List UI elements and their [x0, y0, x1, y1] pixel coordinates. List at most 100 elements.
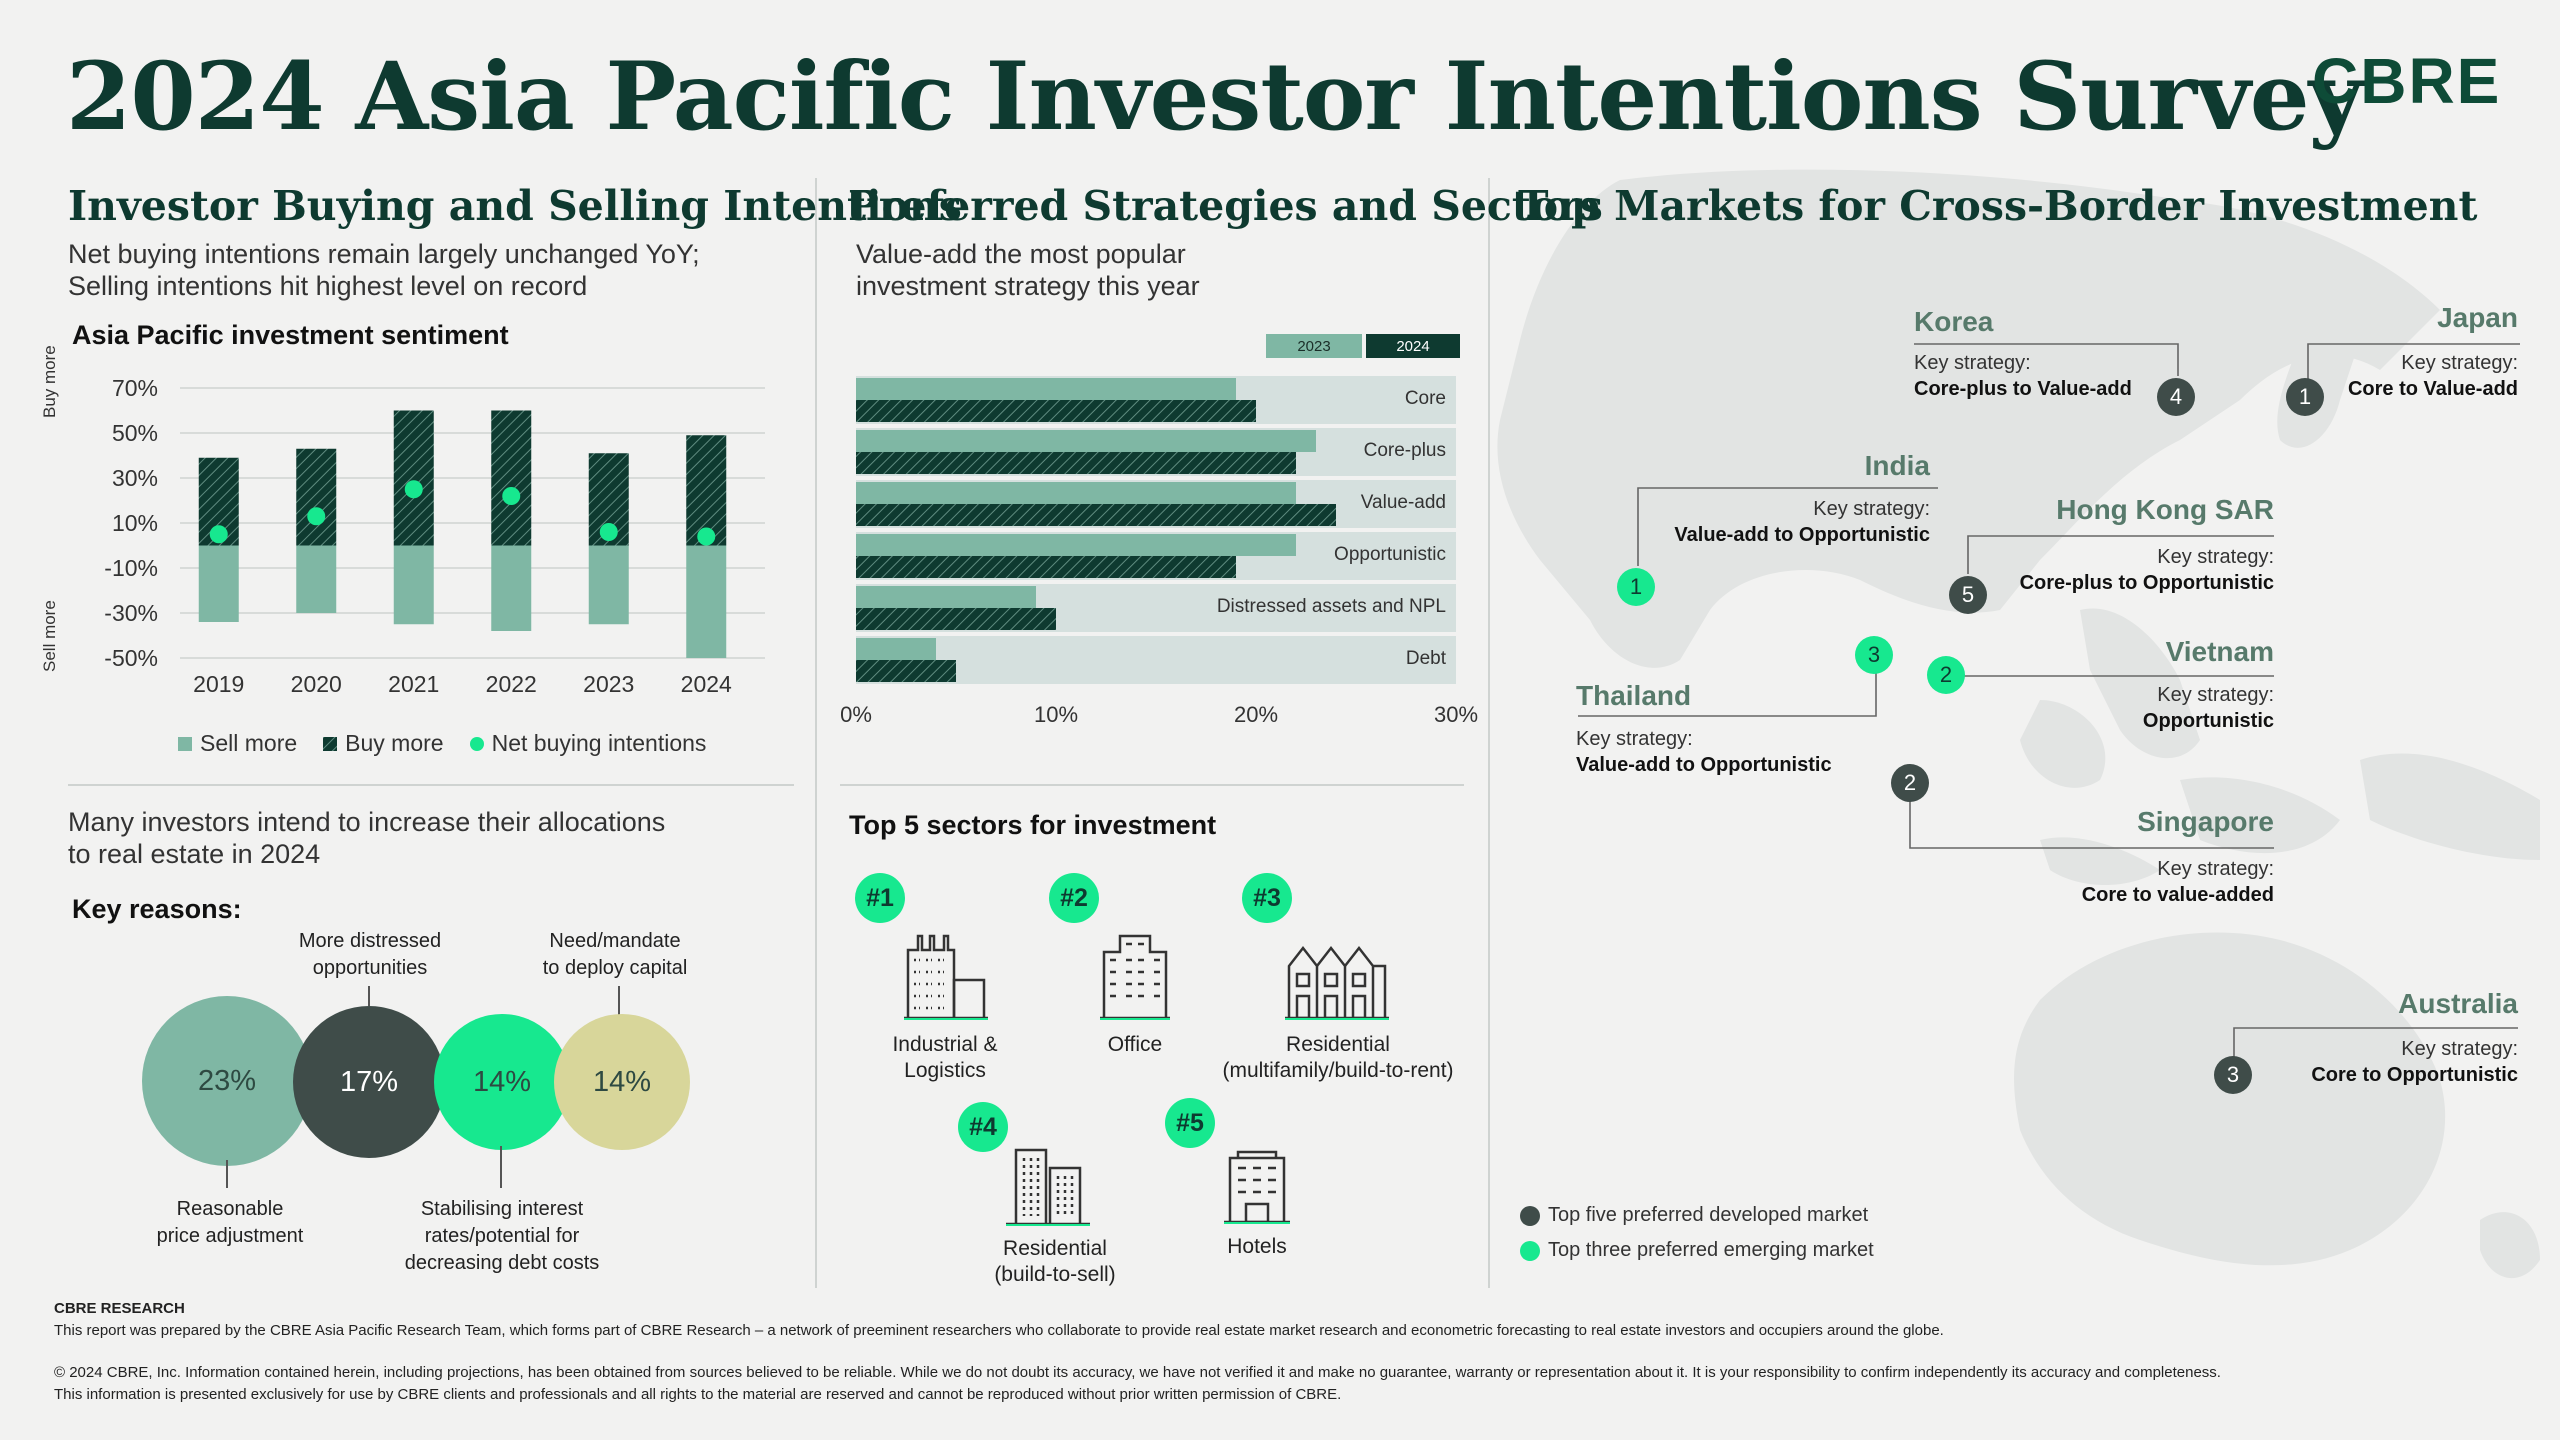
legend-label: Sell more	[200, 730, 298, 756]
key-strategy-value: Core to Opportunistic	[2311, 1064, 2518, 1086]
legend-label: 2024	[1396, 337, 1430, 355]
reason-bubble-rates: 14%	[434, 1014, 570, 1150]
legend-emerging: Top three preferred emerging market	[1520, 1239, 1874, 1262]
column-divider	[815, 178, 817, 1288]
section-subtitle: Value-add the most popular investment st…	[856, 238, 1200, 302]
axis-label-buy-more: Buy more	[40, 345, 59, 418]
point-net-buying	[404, 480, 423, 499]
category-label: Core-plus	[1364, 440, 1446, 461]
bar-2023	[856, 430, 1316, 452]
market-pin-thailand: 3	[1855, 636, 1893, 674]
residential-tower-icon	[1006, 1148, 1090, 1226]
intro-line: to real estate in 2024	[68, 839, 321, 869]
reason-label-price: Reasonable price adjustment	[130, 1196, 330, 1250]
legend-sell-more: Sell more	[178, 730, 297, 757]
market-name-korea: Korea	[1914, 306, 1994, 337]
leader-line	[226, 1160, 228, 1188]
subtitle-line: Value-add the most popular	[856, 239, 1186, 269]
legend-dot	[1520, 1205, 1540, 1226]
reason-text: rates/potential for	[424, 1225, 580, 1247]
legend-label: 2023	[1297, 337, 1331, 355]
sector-rank-badge: #5	[1165, 1098, 1215, 1148]
section-title-markets: Top Markets for Cross-Border Investment	[1518, 182, 2478, 230]
legend-net-buying: Net buying intentions	[469, 730, 707, 757]
sectors-title: Top 5 sectors for investment	[849, 810, 1217, 840]
y-tick-label: -30%	[104, 600, 158, 626]
reason-value: 14%	[592, 1065, 652, 1098]
hotel-icon	[1224, 1150, 1290, 1224]
bar-2023	[856, 638, 936, 660]
legend-label: Top five preferred developed market	[1548, 1204, 1869, 1226]
sector-text: (build-to-sell)	[994, 1263, 1116, 1286]
chart-title-sentiment: Asia Pacific investment sentiment	[72, 320, 509, 350]
market-pin-japan: 1	[2286, 378, 2324, 416]
legend-label: Net buying intentions	[491, 730, 707, 756]
bar-buy-more	[686, 435, 727, 546]
reason-text: Reasonable	[176, 1198, 284, 1220]
sector-rank-badge: #1	[855, 873, 905, 923]
reason-value: 23%	[197, 1064, 257, 1097]
office-icon	[1100, 934, 1170, 1020]
x-tick-label: 2020	[291, 671, 342, 697]
market-pin-hong-kong: 5	[1949, 576, 1987, 614]
reason-text: decreasing debt costs	[404, 1252, 600, 1274]
market-strategy-japan: Key strategy: Core to Value-add	[2300, 350, 2518, 402]
x-tick-label: 10%	[1034, 702, 1078, 727]
legend-buy-more: Buy more	[323, 730, 444, 757]
point-net-buying	[599, 523, 618, 541]
bar-2024	[856, 504, 1336, 526]
key-reasons-title: Key reasons:	[72, 894, 242, 924]
bar-2024	[856, 660, 956, 682]
y-tick-label: 10%	[112, 510, 158, 536]
sector-label: Hotels	[1192, 1234, 1322, 1260]
bar-sell-more	[296, 545, 337, 613]
sector-text: Office	[1107, 1033, 1163, 1056]
reason-label-mandate: Need/mandate to deploy capital	[515, 928, 715, 982]
point-net-buying	[307, 507, 326, 526]
bar-2023	[856, 378, 1236, 400]
key-strategy-label: Key strategy:	[2157, 546, 2274, 568]
reason-value: 14%	[472, 1065, 532, 1098]
market-name-hong-kong: Hong Kong SAR	[2056, 494, 2274, 525]
key-strategy-label: Key strategy:	[1576, 728, 1693, 750]
subtitle-line: Net buying intentions remain largely unc…	[68, 239, 700, 269]
strategy-bar-chart: Core Core-plus Value-add Opportunistic Distr…	[840, 376, 1478, 727]
allocation-intro: Many investors intend to increase their …	[68, 806, 665, 870]
residential-houses-icon	[1285, 945, 1389, 1020]
key-strategy-value: Core-plus to Opportunistic	[2019, 572, 2274, 594]
sector-text: Residential	[1003, 1237, 1107, 1260]
footer: CBRE RESEARCH This report was prepared b…	[54, 1298, 2474, 1406]
market-name-thailand: Thailand	[1576, 680, 1692, 711]
y-tick-label: 50%	[112, 420, 158, 446]
market-name-australia: Australia	[2398, 988, 2518, 1019]
legend-label: Buy more	[345, 730, 444, 756]
legend-developed: Top five preferred developed market	[1520, 1204, 1874, 1227]
x-tick-label: 30%	[1434, 702, 1478, 727]
market-pin-australia: 3	[2214, 1056, 2252, 1094]
reason-value: 17%	[339, 1065, 399, 1098]
x-tick-label: 2019	[193, 671, 244, 697]
key-strategy-label: Key strategy:	[2157, 684, 2274, 706]
reason-text: price adjustment	[156, 1225, 304, 1247]
sector-text: Residential	[1286, 1033, 1390, 1056]
market-name-singapore: Singapore	[2137, 806, 2274, 837]
category-label: Opportunistic	[1334, 544, 1446, 565]
x-tick-label: 2024	[681, 671, 732, 697]
point-net-buying	[697, 527, 716, 546]
reason-text: to deploy capital	[542, 957, 688, 979]
sector-rank-badge: #4	[958, 1102, 1008, 1152]
market-pin-korea: 4	[2157, 378, 2195, 416]
legend-2023: 2023	[1266, 334, 1362, 358]
legend-swatch	[323, 736, 338, 751]
axis-label-sell-more: Sell more	[40, 600, 59, 672]
footer-text: This report was prepared by the CBRE Asi…	[54, 1322, 1944, 1339]
legend-2024: 2024	[1366, 334, 1460, 358]
x-tick-label: 2021	[388, 671, 439, 697]
bar-2024	[856, 556, 1236, 578]
y-tick-label: -50%	[104, 645, 158, 671]
bar-2024	[856, 452, 1296, 474]
section-subtitle: Net buying intentions remain largely unc…	[68, 238, 700, 302]
point-net-buying	[209, 525, 228, 544]
key-strategy-value: Value-add to Opportunistic	[1674, 524, 1930, 546]
section-divider	[840, 784, 1464, 786]
